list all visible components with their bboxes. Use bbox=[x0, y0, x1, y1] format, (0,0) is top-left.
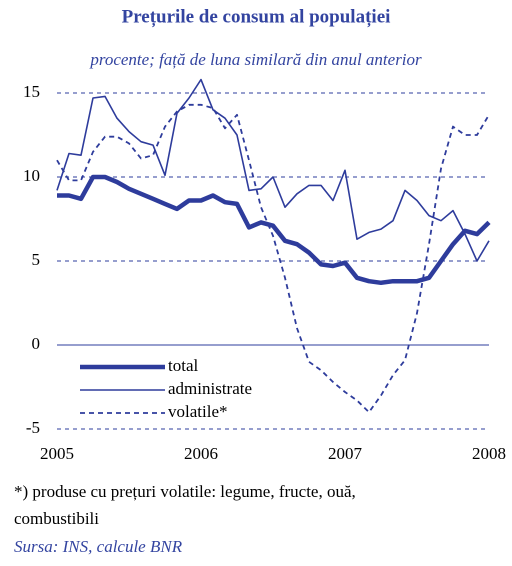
line-series bbox=[56, 78, 490, 262]
source: Sursa: INS, calcule BNR bbox=[14, 537, 183, 556]
footnote: combustibili bbox=[14, 509, 99, 528]
x-tick-label: 2008 bbox=[472, 444, 506, 463]
x-tick-label: 2007 bbox=[328, 444, 363, 463]
chart-subtitle: procente; față de luna similară din anul… bbox=[89, 50, 422, 69]
legend-label: administrate bbox=[168, 379, 252, 398]
chart-title: Prețurile de consum al populației bbox=[122, 6, 391, 27]
y-tick-label: 15 bbox=[23, 82, 40, 101]
x-tick-label: 2005 bbox=[40, 444, 74, 463]
y-tick-label: 0 bbox=[32, 334, 41, 353]
y-tick-label: 10 bbox=[23, 166, 40, 185]
line-series bbox=[56, 103, 490, 414]
legend-label: total bbox=[168, 356, 198, 375]
y-tick-label: 5 bbox=[32, 250, 41, 269]
footnote: *) produse cu prețuri volatile: legume, … bbox=[14, 482, 356, 501]
legend-label: volatile* bbox=[168, 402, 227, 421]
x-tick-label: 2006 bbox=[184, 444, 218, 463]
y-tick-label: -5 bbox=[26, 418, 40, 437]
line-series bbox=[57, 174, 491, 286]
